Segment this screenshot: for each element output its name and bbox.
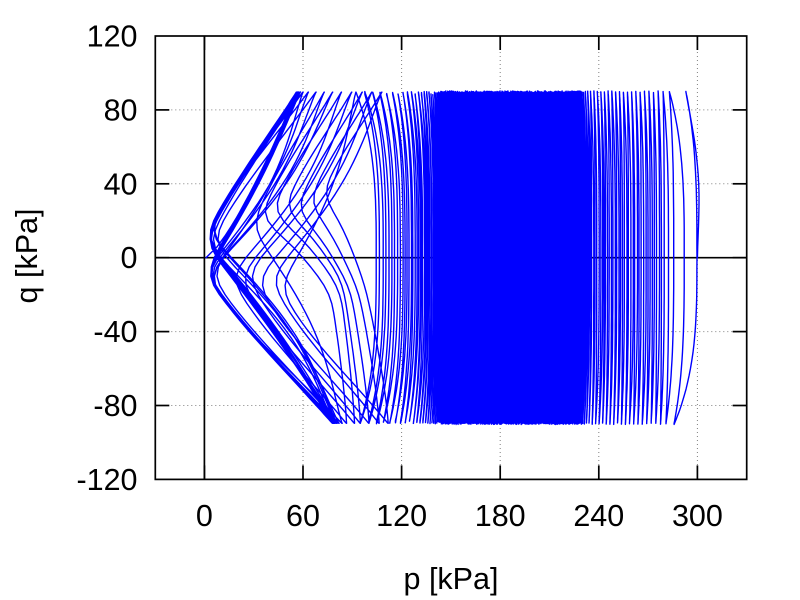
svg-text:p [kPa]: p [kPa] xyxy=(404,562,499,596)
svg-text:-40: -40 xyxy=(93,315,137,349)
svg-text:40: 40 xyxy=(104,167,138,201)
svg-text:0: 0 xyxy=(196,499,213,533)
svg-text:60: 60 xyxy=(286,499,320,533)
svg-text:0: 0 xyxy=(121,241,138,275)
svg-text:240: 240 xyxy=(573,499,624,533)
svg-text:-120: -120 xyxy=(76,463,137,497)
svg-text:300: 300 xyxy=(672,499,723,533)
svg-text:120: 120 xyxy=(87,20,138,54)
svg-text:180: 180 xyxy=(475,499,526,533)
svg-text:120: 120 xyxy=(376,499,427,533)
svg-text:80: 80 xyxy=(104,93,138,127)
svg-text:q [kPa]: q [kPa] xyxy=(10,209,44,304)
svg-text:-80: -80 xyxy=(93,389,137,423)
